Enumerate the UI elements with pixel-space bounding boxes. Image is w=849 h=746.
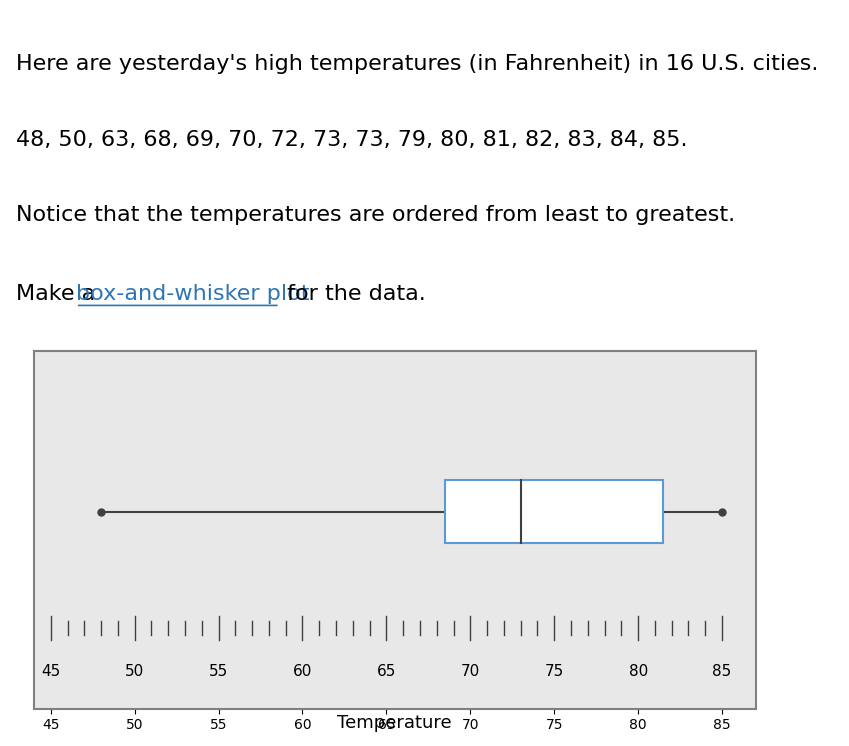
- Text: 75: 75: [544, 664, 564, 679]
- Bar: [34, 351, 756, 709]
- Bar: [445, 480, 663, 543]
- Text: 85: 85: [712, 664, 732, 679]
- Text: 70: 70: [461, 664, 480, 679]
- Text: 48, 50, 63, 68, 69, 70, 72, 73, 73, 79, 80, 81, 82, 83, 84, 85.: 48, 50, 63, 68, 69, 70, 72, 73, 73, 79, …: [16, 130, 688, 150]
- Text: 55: 55: [209, 664, 228, 679]
- Text: Notice that the temperatures are ordered from least to greatest.: Notice that the temperatures are ordered…: [16, 205, 735, 225]
- Text: 50: 50: [125, 664, 144, 679]
- Text: 80: 80: [628, 664, 648, 679]
- Text: Temperature: Temperature: [337, 714, 453, 732]
- Text: 45: 45: [41, 664, 60, 679]
- Text: for the data.: for the data.: [279, 284, 425, 304]
- Text: 60: 60: [293, 664, 312, 679]
- Text: 65: 65: [377, 664, 396, 679]
- Text: Here are yesterday's high temperatures (in Fahrenheit) in 16 U.S. cities.: Here are yesterday's high temperatures (…: [16, 54, 818, 75]
- Text: box-and-whisker plot: box-and-whisker plot: [76, 284, 309, 304]
- Text: Make a: Make a: [16, 284, 103, 304]
